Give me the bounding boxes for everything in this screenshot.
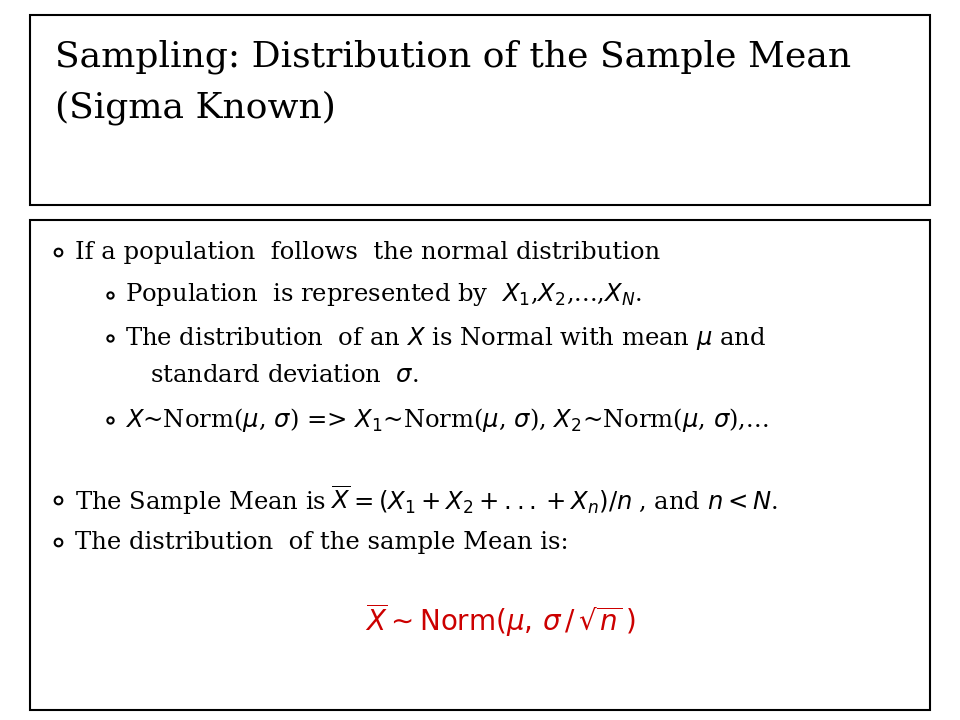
Text: $X$~Norm($\mu$, $\sigma$) => $X_1$~Norm($\mu$, $\sigma$), $X_2$~Norm($\mu$, $\si: $X$~Norm($\mu$, $\sigma$) => $X_1$~Norm(… — [125, 406, 768, 434]
Text: standard deviation  $\sigma$.: standard deviation $\sigma$. — [150, 364, 419, 387]
Text: The distribution  of an $X$ is Normal with mean $\mu$ and: The distribution of an $X$ is Normal wit… — [125, 325, 766, 351]
Text: Population  is represented by  $X_1$,$X_2$,...,$X_N$.: Population is represented by $X_1$,$X_2$… — [125, 282, 642, 308]
Text: Sampling: Distribution of the Sample Mean: Sampling: Distribution of the Sample Mea… — [55, 40, 852, 74]
Text: (Sigma Known): (Sigma Known) — [55, 90, 336, 125]
Text: If a population  follows  the normal distribution: If a population follows the normal distr… — [75, 240, 660, 264]
Text: $\overline{X} \sim \mathrm{Norm}(\mu,\, \sigma\,/\,\sqrt{n}\,)$: $\overline{X} \sim \mathrm{Norm}(\mu,\, … — [365, 601, 636, 639]
FancyBboxPatch shape — [30, 220, 930, 710]
Text: The Sample Mean is$\;\overline{X}=(X_1+X_2+...+X_n)/n\;$, and $n < N$.: The Sample Mean is$\;\overline{X}=(X_1+X… — [75, 484, 778, 516]
FancyBboxPatch shape — [30, 15, 930, 205]
Text: The distribution  of the sample Mean is:: The distribution of the sample Mean is: — [75, 531, 568, 554]
